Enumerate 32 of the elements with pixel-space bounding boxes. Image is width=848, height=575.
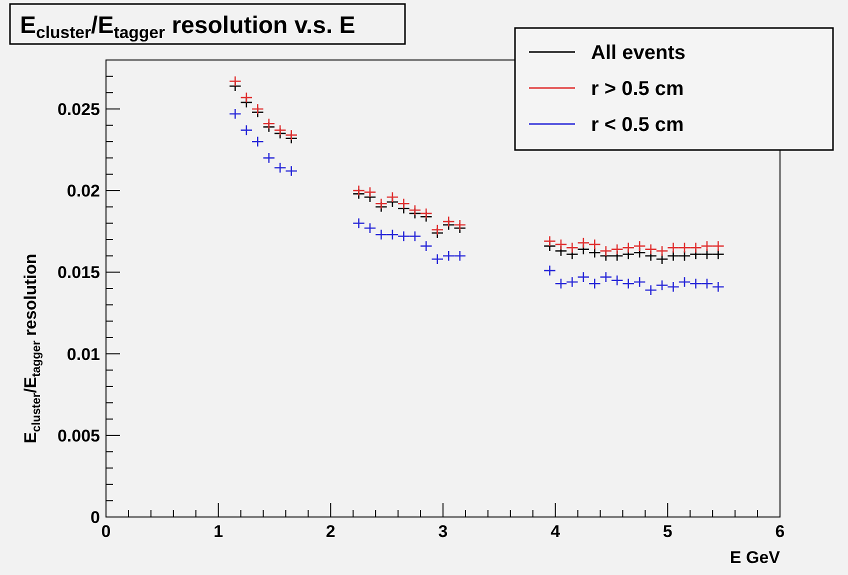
point (397, 198, 410, 210)
point (285, 130, 298, 141)
y-tick-label: 0.005 (57, 426, 100, 446)
point (352, 185, 366, 196)
legend-label: All events (591, 42, 686, 64)
point (454, 219, 466, 230)
point (262, 118, 276, 130)
y-tick-label: 0.015 (57, 263, 100, 282)
x-tick-label: 4 (550, 522, 561, 541)
legend-label: r > 0.5 cm (591, 78, 684, 100)
chart-title: E$_{cluster}$/E$_{tagger}$ resolution v.s. E (20, 12, 356, 42)
point (386, 192, 399, 203)
point (251, 103, 264, 115)
point (228, 76, 242, 87)
point (408, 204, 422, 216)
point (274, 124, 286, 136)
point (420, 208, 432, 219)
point (431, 224, 444, 236)
point (374, 198, 388, 210)
x-tick-label: 1 (214, 522, 224, 541)
y-tick-label: 0 (90, 508, 100, 527)
legend-label: r < 0.5 cm (591, 114, 684, 136)
x-tick-label: 3 (438, 522, 448, 541)
y-tick-label: 0.025 (57, 100, 100, 119)
x-tick-label: 2 (326, 522, 336, 541)
y-tick-label: 0.01 (66, 344, 100, 364)
x-tick-label: 6 (775, 522, 785, 541)
x-axis-title: E GeV (730, 548, 781, 567)
x-tick-label: 5 (662, 522, 672, 541)
y-tick-label: 0.02 (66, 182, 100, 201)
point (543, 236, 556, 247)
point (442, 216, 455, 228)
